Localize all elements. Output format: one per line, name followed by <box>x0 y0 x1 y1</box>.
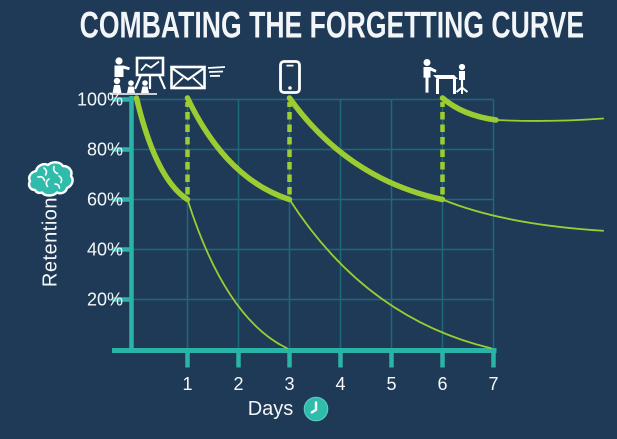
y-tick-label: 80% <box>87 140 123 160</box>
meeting-icon <box>420 58 468 100</box>
forgetting-curve-continuation-segment <box>441 198 605 232</box>
x-tick-label: 1 <box>182 374 192 394</box>
retention-with-review-segment <box>439 95 499 123</box>
forgetting-curve-continuation-segment <box>186 198 288 350</box>
y-tick-label: 60% <box>87 190 123 210</box>
y-axis-title: Retention <box>39 196 62 288</box>
x-tick-label: 6 <box>437 374 447 394</box>
brain-icon <box>27 161 74 197</box>
forgetting-curve-continuation-segment <box>495 117 605 122</box>
retention-with-review-segment <box>133 95 191 203</box>
retention-with-review-segment <box>184 95 293 203</box>
forgetting-curve-continuation-segment <box>288 198 492 350</box>
x-axis-title: Days <box>247 397 294 420</box>
presentation-icon <box>109 56 167 100</box>
x-tick-label: 5 <box>386 374 396 394</box>
smartphone-icon <box>278 60 301 99</box>
x-tick-label: 2 <box>233 374 243 394</box>
y-tick-label: 40% <box>87 240 123 260</box>
x-tick-label: 4 <box>335 374 345 394</box>
x-tick-label: 7 <box>488 374 498 394</box>
email-icon <box>169 63 226 96</box>
retention-with-review-segment <box>286 95 446 203</box>
clock-icon <box>303 396 329 422</box>
page-title: COMBATING THE FORGETTING CURVE <box>0 4 617 47</box>
x-tick-label: 3 <box>284 374 294 394</box>
y-tick-label: 20% <box>87 290 123 310</box>
x-axis-title-row: Days <box>0 396 617 422</box>
page-title-text: COMBATING THE FORGETTING CURVE <box>79 4 585 47</box>
